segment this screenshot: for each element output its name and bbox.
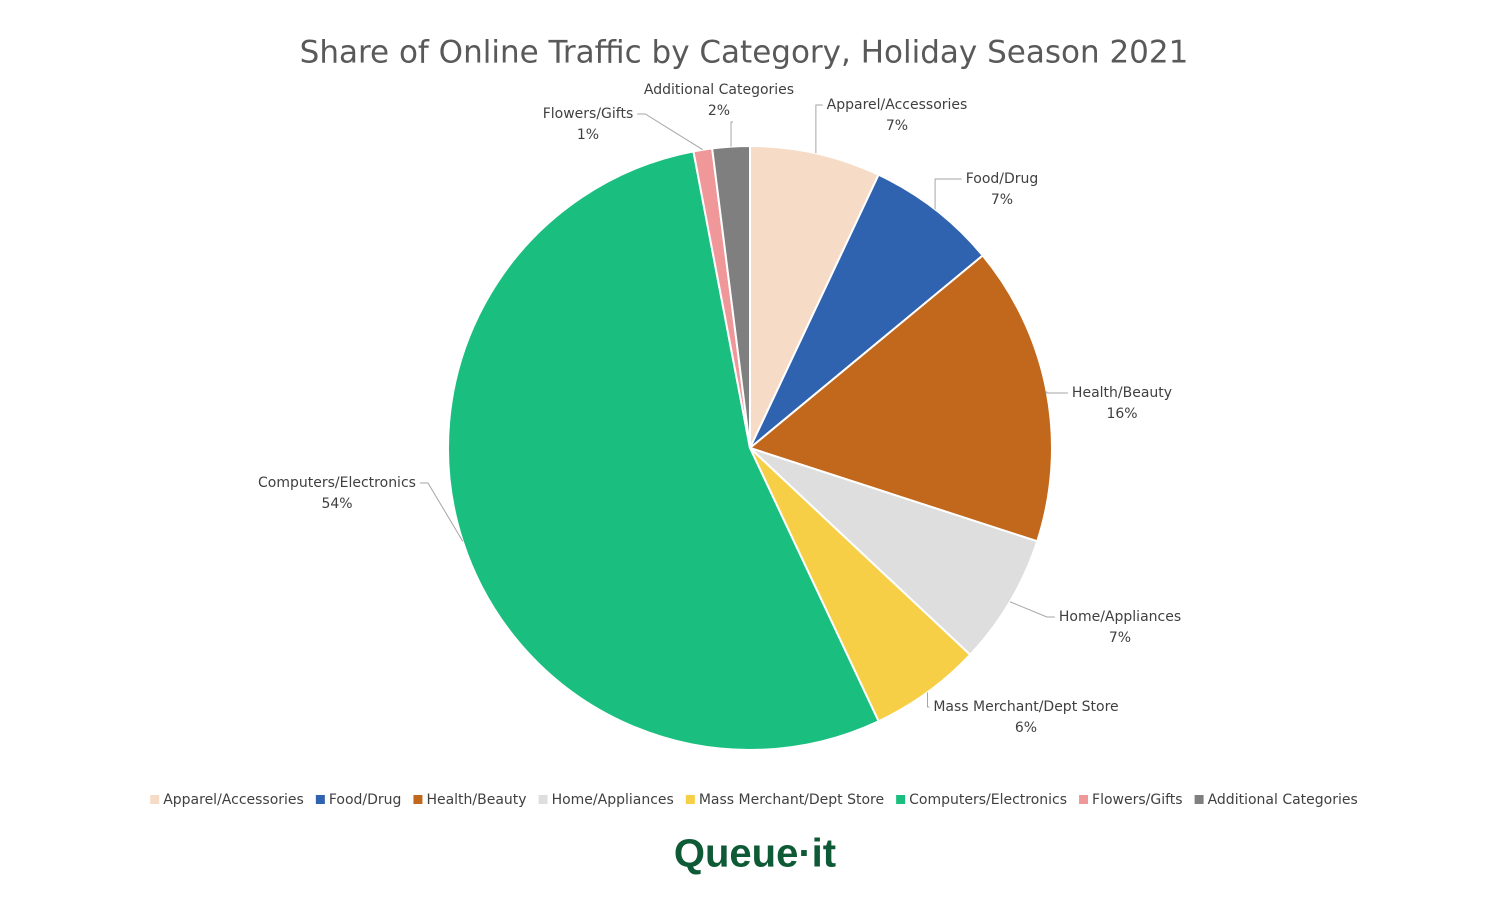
- data-label-name: Food/Drug: [966, 171, 1039, 187]
- logo: Queue·it: [674, 832, 836, 876]
- leader-line: [1046, 391, 1068, 394]
- leader-line: [927, 692, 930, 708]
- legend-label: Home/Appliances: [552, 792, 674, 808]
- data-label-value: 7%: [886, 118, 908, 134]
- data-label-value: 7%: [991, 192, 1013, 208]
- data-label-value: 16%: [1106, 406, 1137, 422]
- leader-line: [1009, 601, 1055, 618]
- legend-swatch: [685, 795, 695, 804]
- data-label-name: Apparel/Accessories: [827, 97, 968, 113]
- data-label-value: 1%: [577, 127, 599, 143]
- pie-slice: [447, 150, 880, 751]
- legend-label: Additional Categories: [1208, 792, 1358, 808]
- data-label-value: 2%: [708, 103, 730, 119]
- chart-title: Share of Online Traffic by Category, Hol…: [300, 35, 1189, 71]
- data-label-name: Additional Categories: [644, 82, 794, 98]
- data-label-name: Mass Merchant/Dept Store: [933, 699, 1118, 715]
- data-label-name: Home/Appliances: [1059, 609, 1181, 625]
- legend-swatch: [150, 795, 160, 804]
- data-label-name: Health/Beauty: [1072, 385, 1172, 401]
- legend-label: Computers/Electronics: [909, 792, 1067, 808]
- data-label-value: 54%: [321, 496, 352, 512]
- legend-label: Food/Drug: [329, 792, 402, 808]
- leader-line: [637, 113, 704, 151]
- data-label-name: Flowers/Gifts: [543, 106, 634, 122]
- leader-line: [730, 121, 733, 147]
- legend-swatch: [538, 795, 548, 804]
- legend-swatch: [413, 795, 423, 804]
- legend-swatch: [896, 795, 906, 804]
- legend-swatch: [1079, 795, 1089, 804]
- legend-label: Mass Merchant/Dept Store: [699, 792, 884, 808]
- data-label-value: 7%: [1109, 630, 1131, 646]
- leader-line: [419, 482, 464, 542]
- legend-swatch: [315, 795, 325, 804]
- leader-line: [815, 104, 823, 154]
- legend-label: Apparel/Accessories: [163, 792, 304, 808]
- data-label-name: Computers/Electronics: [258, 475, 416, 491]
- leader-line: [934, 178, 962, 210]
- legend-label: Health/Beauty: [426, 792, 526, 808]
- data-label-value: 6%: [1015, 720, 1037, 736]
- legend-label: Flowers/Gifts: [1092, 792, 1183, 808]
- legend-swatch: [1194, 795, 1204, 804]
